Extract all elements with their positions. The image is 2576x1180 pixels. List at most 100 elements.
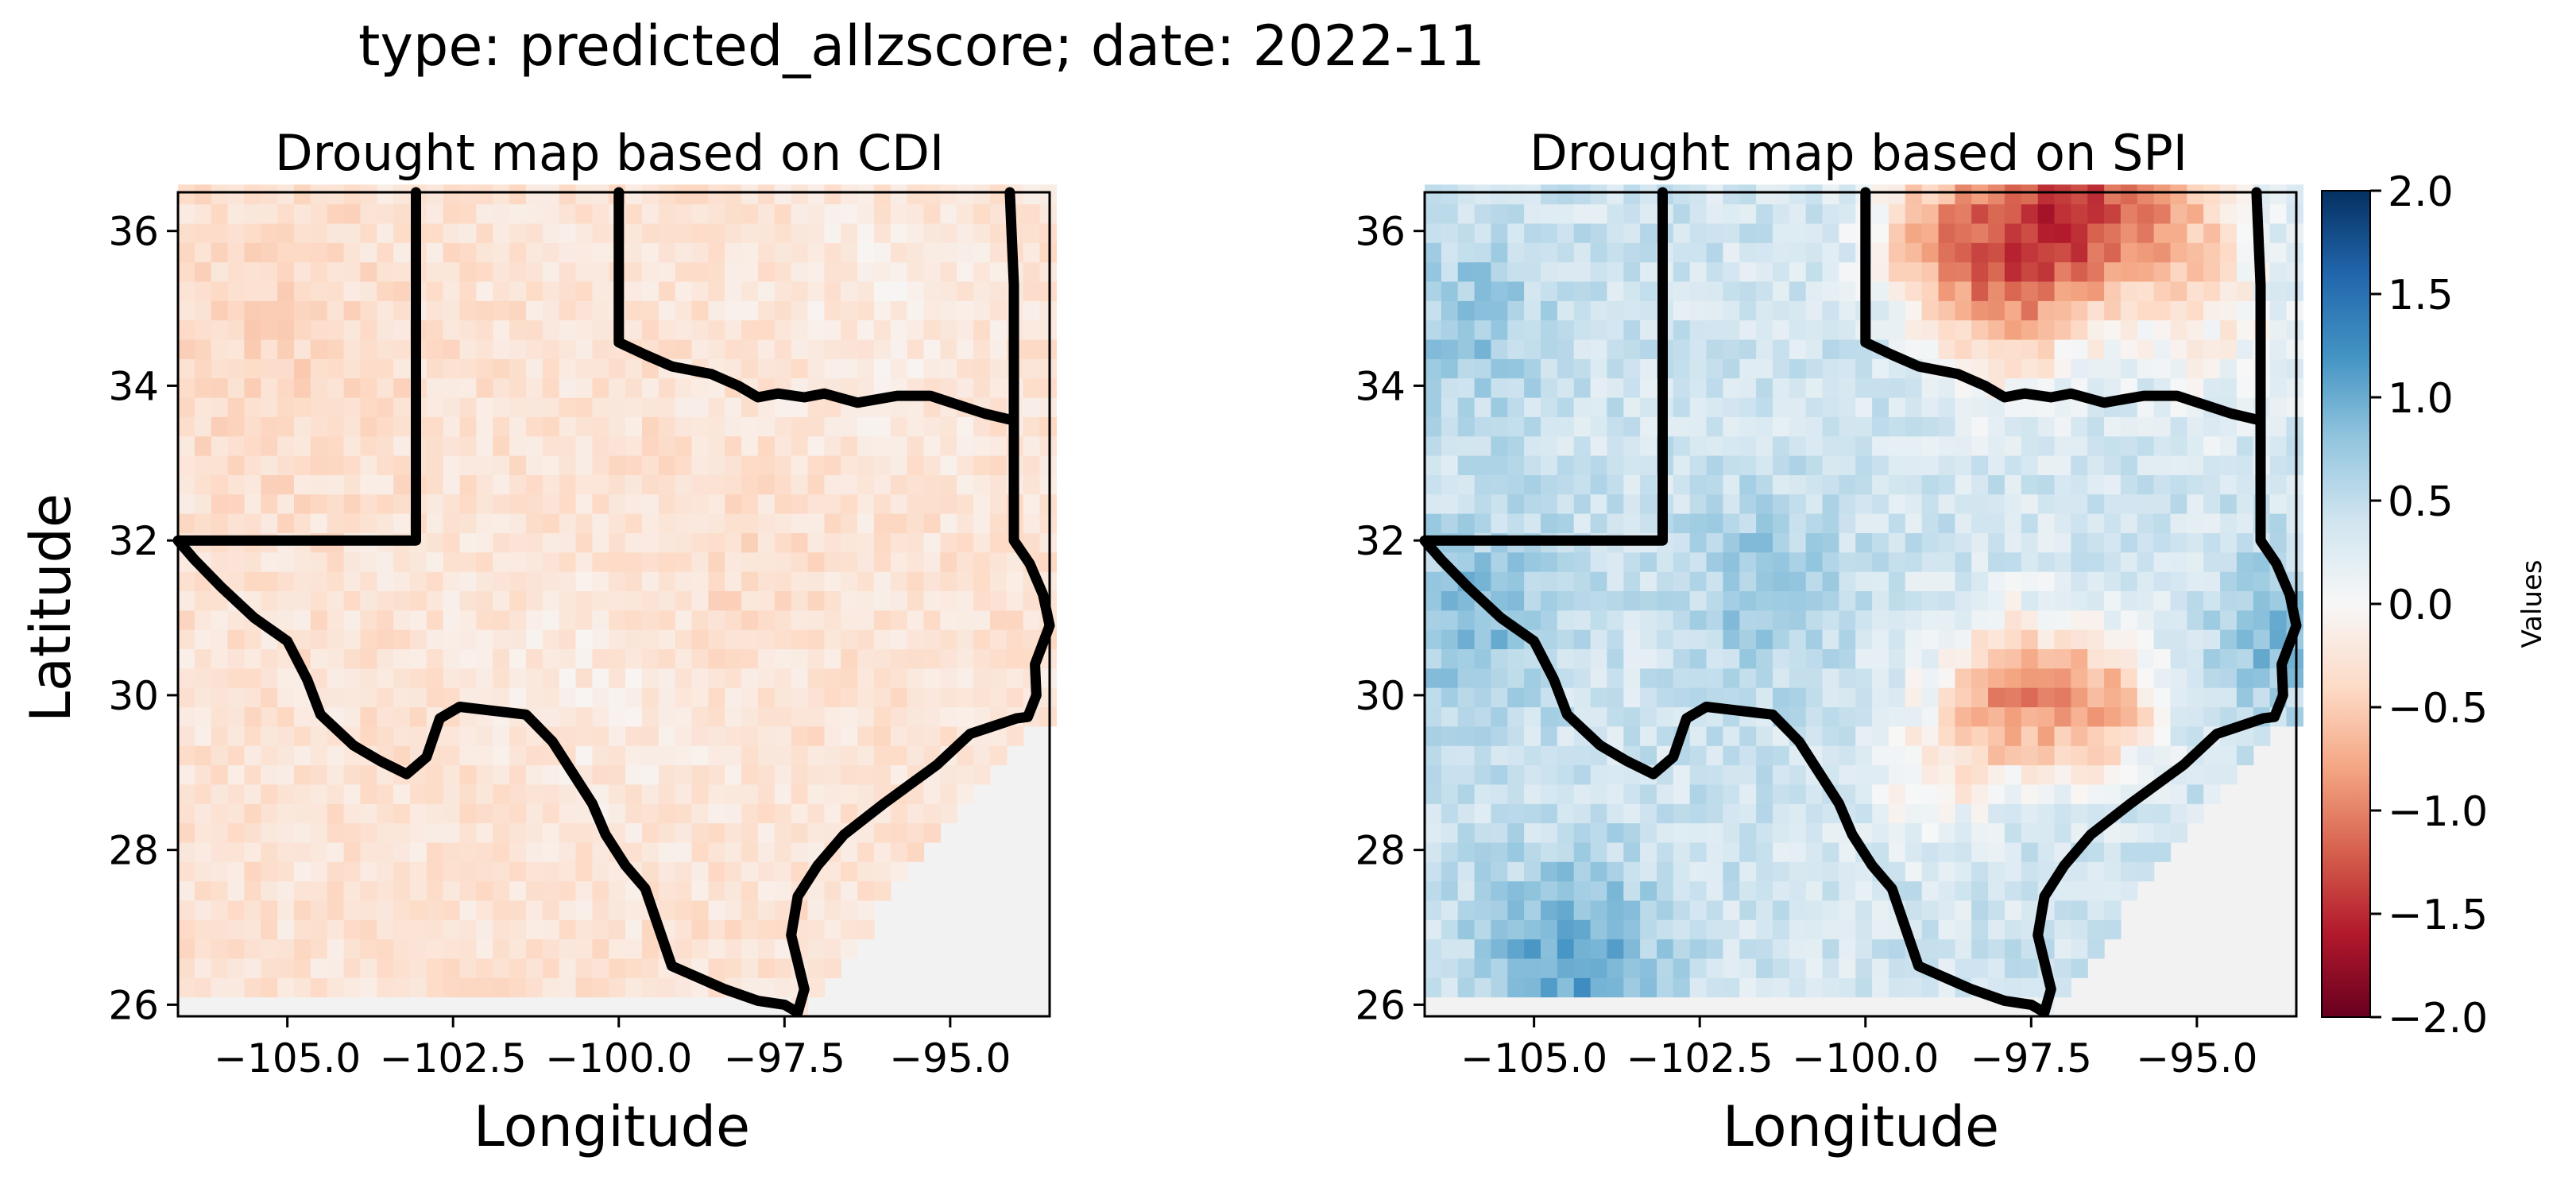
heatmap-cell <box>559 261 577 282</box>
heatmap-cell <box>1822 977 1839 998</box>
heatmap-cell <box>592 300 609 321</box>
heatmap-cell <box>1491 397 1508 417</box>
heatmap-cell <box>923 783 941 804</box>
heatmap-cell <box>873 513 892 533</box>
heatmap-cell <box>873 880 892 901</box>
heatmap-cell <box>244 629 261 649</box>
heatmap-cell <box>2004 590 2022 611</box>
heatmap-cell <box>542 841 560 862</box>
heatmap-cell <box>691 281 709 301</box>
heatmap-cell <box>476 725 493 746</box>
heatmap-cell <box>559 629 577 649</box>
heatmap-cell <box>1640 958 1657 978</box>
heatmap-cell <box>791 783 809 804</box>
heatmap-cell <box>1938 281 1955 301</box>
heatmap-cell <box>294 919 311 940</box>
heatmap-cell <box>890 532 908 553</box>
heatmap-cell <box>1855 919 1873 940</box>
heatmap-cell <box>476 900 493 920</box>
heatmap-cell <box>526 261 543 282</box>
heatmap-cell <box>824 900 841 920</box>
heatmap-cell <box>1872 609 1889 630</box>
heatmap-cell <box>940 416 957 437</box>
heatmap-cell <box>360 609 377 630</box>
heatmap-cell <box>509 532 527 553</box>
heatmap-cell <box>1921 532 1940 553</box>
heatmap-cell <box>2236 532 2254 553</box>
heatmap-cell <box>1474 648 1492 669</box>
heatmap-cell <box>857 474 875 495</box>
heatmap-cell <box>459 648 477 669</box>
heatmap-cell <box>675 203 693 224</box>
heatmap-cell <box>1955 764 1972 785</box>
heatmap-cell <box>327 880 345 901</box>
heatmap-cell <box>1425 706 1442 727</box>
heatmap-cell <box>2236 667 2254 688</box>
heatmap-cell <box>1507 919 1525 940</box>
heatmap-cell <box>675 339 693 359</box>
heatmap-cell <box>1039 455 1057 475</box>
heatmap-cell <box>1573 629 1592 649</box>
heatmap-cell <box>244 358 261 379</box>
heatmap-cell <box>294 416 311 437</box>
heatmap-cell <box>791 590 809 611</box>
heatmap-cell <box>1872 958 1889 978</box>
heatmap-cell <box>360 687 377 708</box>
heatmap-cell <box>2120 242 2138 263</box>
heatmap-cell <box>1607 339 1624 359</box>
heatmap-cell <box>1789 474 1807 495</box>
heatmap-cell <box>443 184 461 205</box>
heatmap-cell <box>1988 609 2005 630</box>
heatmap-cell <box>741 358 759 379</box>
heatmap-cell <box>476 745 493 766</box>
heatmap-cell <box>377 609 394 630</box>
heatmap-cell <box>1756 745 1773 766</box>
heatmap-cell <box>410 551 427 572</box>
heatmap-cell <box>2153 803 2172 824</box>
heatmap-cell <box>2187 513 2204 533</box>
heatmap-cell <box>857 551 875 572</box>
heatmap-cell <box>1541 861 1558 882</box>
heatmap-cell <box>708 687 725 708</box>
heatmap-cell <box>774 958 792 978</box>
heatmap-cell <box>1805 397 1824 417</box>
heatmap-cell <box>1955 455 1972 475</box>
heatmap-cell <box>957 358 974 379</box>
heatmap-cell <box>1590 242 1608 263</box>
heatmap-cell <box>741 880 759 901</box>
heatmap-cell <box>1623 841 1641 862</box>
heatmap-cell <box>757 571 776 591</box>
heatmap-cell <box>1971 822 1989 843</box>
heatmap-cell <box>277 803 295 824</box>
heatmap-cell <box>1872 358 1889 379</box>
heatmap-cell <box>1507 861 1525 882</box>
heatmap-cell <box>1855 474 1873 495</box>
heatmap-cell <box>725 300 742 321</box>
heatmap-cell <box>2004 358 2022 379</box>
heatmap-cell <box>327 397 345 417</box>
heatmap-cell <box>2220 648 2238 669</box>
heatmap-cell <box>1905 977 1923 998</box>
heatmap-cell <box>2269 184 2288 205</box>
heatmap-cell <box>310 648 328 669</box>
heatmap-cell <box>575 242 593 263</box>
heatmap-cell <box>1739 764 1757 785</box>
heatmap-cell <box>2087 764 2105 785</box>
heatmap-cell <box>343 919 362 940</box>
heatmap-cell <box>194 319 212 340</box>
heatmap-cell <box>1988 281 2005 301</box>
heatmap-cell <box>393 455 411 475</box>
heatmap-cell <box>2203 474 2221 495</box>
heatmap-cell <box>1507 667 1525 688</box>
heatmap-cell <box>1889 822 1906 843</box>
heatmap-cell <box>393 203 411 224</box>
heatmap-cell <box>2187 571 2204 591</box>
heatmap-cell <box>807 571 825 591</box>
heatmap-cell <box>2087 203 2105 224</box>
heatmap-cell <box>178 513 195 533</box>
heatmap-cell <box>178 300 195 321</box>
heatmap-cell <box>2087 493 2105 514</box>
heatmap-cell <box>410 648 427 669</box>
heatmap-cell <box>2220 319 2238 340</box>
heatmap-cell <box>675 687 693 708</box>
